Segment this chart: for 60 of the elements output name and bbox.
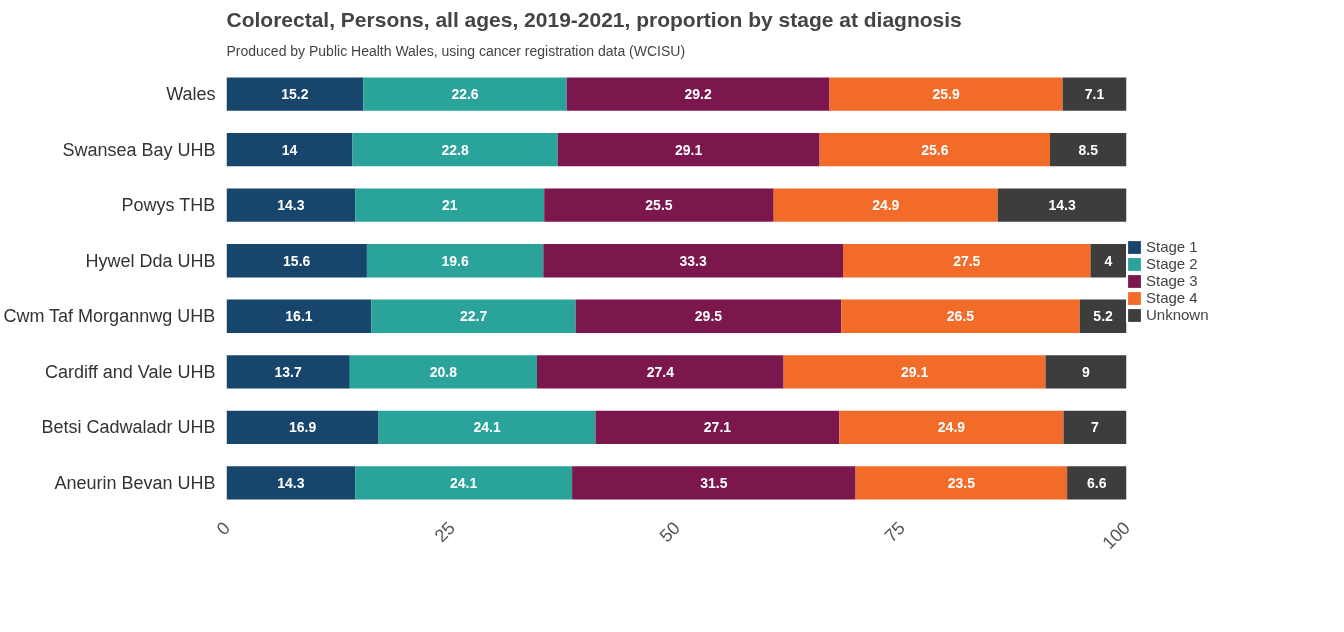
data-label: 33.3: [679, 252, 707, 269]
data-label: 29.1: [900, 363, 929, 380]
data-label: 5.2: [1093, 308, 1114, 325]
data-label: 8.5: [1078, 141, 1099, 158]
data-label: 23.5: [947, 474, 976, 491]
x-tick-label: 100: [1098, 517, 1134, 554]
data-label: 25.6: [921, 141, 949, 158]
data-label: 21: [441, 197, 458, 214]
data-label: 16.9: [288, 419, 317, 436]
y-tick-label: Swansea Bay UHB: [62, 139, 216, 160]
data-label: 14.3: [277, 474, 305, 491]
legend-label: Unknown: [1146, 306, 1209, 323]
data-label: 24.1: [473, 419, 501, 436]
data-label: 16.1: [285, 308, 313, 325]
x-tick-label: 0: [212, 517, 234, 539]
y-tick-label: Cwm Taf Morgannwg UHB: [3, 306, 216, 327]
y-tick-label: Wales: [166, 84, 216, 105]
y-tick-label: Betsi Cadwaladr UHB: [41, 417, 216, 438]
data-label: 24.9: [872, 197, 900, 214]
legend-label: Stage 2: [1146, 255, 1198, 272]
chart-subtitle: Produced by Public Health Wales, using cancer registration data (WCISU): [226, 42, 686, 59]
data-label: 14.3: [1048, 197, 1076, 214]
x-tick-label: 25: [430, 517, 459, 547]
y-tick-label: Cardiff and Vale UHB: [45, 361, 216, 382]
y-tick-label: Hywel Dda UHB: [85, 250, 216, 271]
data-label: 29.5: [694, 308, 723, 325]
data-label: 26.5: [946, 308, 975, 325]
data-label: 24.9: [937, 419, 966, 436]
data-label: 19.6: [441, 252, 469, 269]
data-label: 22.8: [441, 141, 469, 158]
data-label: 27.4: [646, 363, 675, 380]
data-label: 27.1: [703, 419, 732, 436]
data-label: 24.1: [450, 474, 478, 491]
y-tick-label: Powys THB: [121, 195, 216, 216]
data-label: 27.5: [953, 252, 981, 269]
chart-title: Colorectal, Persons, all ages, 2019-2021, proportion by stage at diagnosis: [226, 7, 962, 31]
legend-label: Stage 4: [1146, 289, 1198, 306]
legend-label: Stage 3: [1146, 272, 1198, 289]
data-label: 29.1: [675, 141, 703, 158]
data-label: 14: [281, 141, 298, 158]
data-label: 7: [1091, 419, 1100, 436]
data-label: 7.1: [1084, 86, 1105, 103]
x-tick-label: 50: [655, 517, 684, 547]
data-label: 20.8: [429, 363, 458, 380]
x-tick-label: 75: [880, 517, 909, 547]
data-label: 15.2: [281, 86, 309, 103]
data-label: 25.9: [932, 86, 960, 103]
data-label: 4: [1104, 252, 1113, 269]
data-label: 31.5: [700, 474, 728, 491]
data-label: 29.2: [684, 86, 712, 103]
data-label: 9: [1082, 363, 1091, 380]
data-label: 25.5: [645, 197, 673, 214]
legend-label: Stage 1: [1146, 238, 1198, 255]
data-label: 13.7: [274, 363, 302, 380]
y-tick-label: Aneurin Bevan UHB: [54, 472, 216, 493]
data-label: 22.6: [451, 86, 479, 103]
data-label: 15.6: [283, 252, 311, 269]
data-label: 14.3: [277, 197, 305, 214]
data-label: 22.7: [459, 308, 488, 325]
data-label: 6.6: [1087, 474, 1107, 491]
